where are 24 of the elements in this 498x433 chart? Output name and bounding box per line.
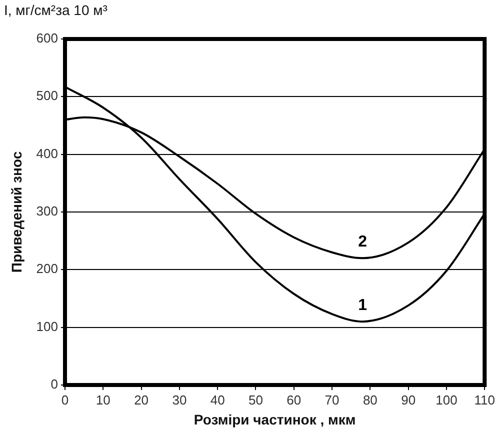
text: I, мг/см²за 10 м³: [4, 2, 108, 18]
y-tick-label: 500: [36, 88, 58, 104]
x-tick-label: 100: [436, 392, 458, 408]
x-tick-label: 80: [362, 392, 378, 408]
x-tick-label: 90: [401, 392, 416, 408]
y-axis-title: Приведений знос: [8, 151, 24, 273]
x-tick-label: 110: [474, 392, 496, 408]
x-tick-label: 30: [172, 392, 187, 408]
x-tick-label: 10: [96, 392, 110, 408]
x-tick-label: 70: [324, 392, 340, 408]
x-tick-label: 50: [248, 392, 263, 408]
x-tick-label: 0: [61, 392, 69, 408]
y-tick-label: 0: [50, 376, 58, 392]
x-tick-label: 40: [210, 392, 225, 408]
x-axis-title: Розміри частинок , мкм: [194, 411, 356, 428]
x-tick-label: 20: [134, 392, 149, 408]
y-tick-label: 100: [36, 318, 58, 334]
y-tick-label: 300: [36, 204, 58, 219]
y-tick-label: 400: [36, 146, 58, 161]
y-tick-label: 200: [36, 261, 58, 276]
series-label: 1: [358, 296, 368, 314]
series-label: 2: [358, 234, 368, 251]
y-tick-label: 600: [36, 30, 58, 46]
x-tick-label: 60: [286, 392, 302, 408]
